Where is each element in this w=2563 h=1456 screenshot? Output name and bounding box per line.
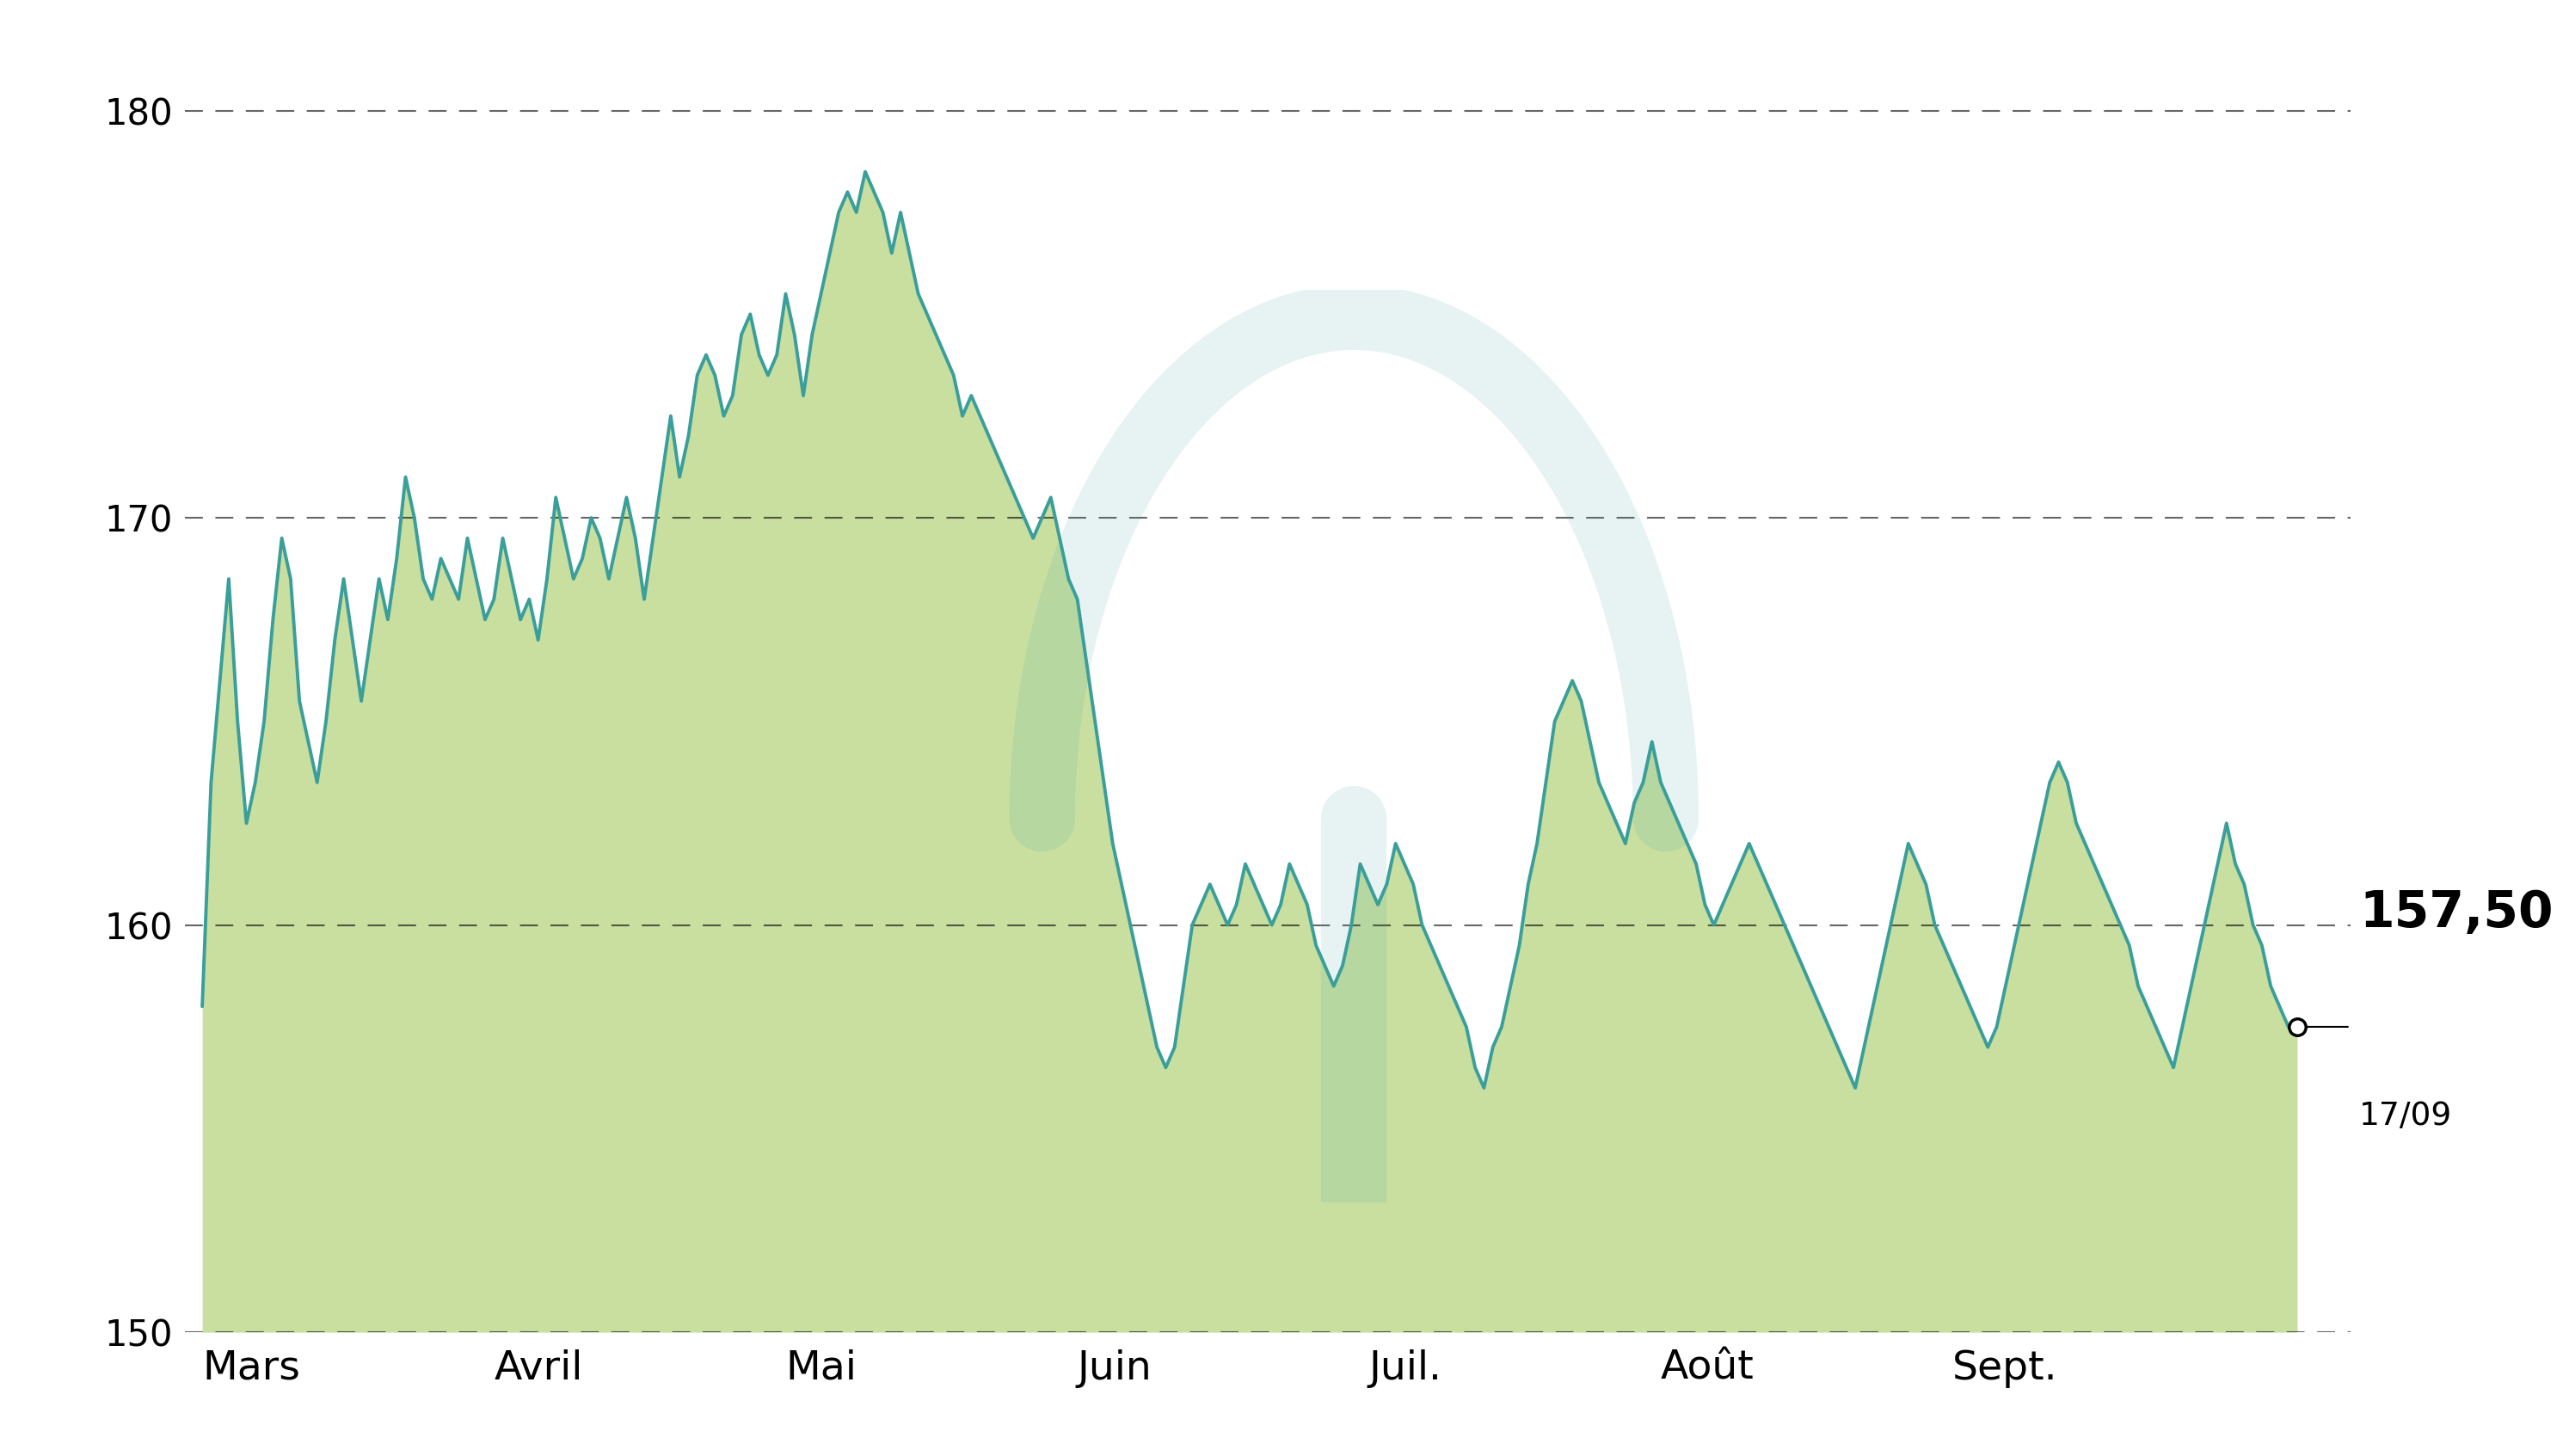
Text: 157,50: 157,50 — [2358, 888, 2553, 938]
Text: 17/09: 17/09 — [2358, 1101, 2453, 1131]
Text: TotalEnergiesGabon: TotalEnergiesGabon — [825, 32, 1738, 112]
